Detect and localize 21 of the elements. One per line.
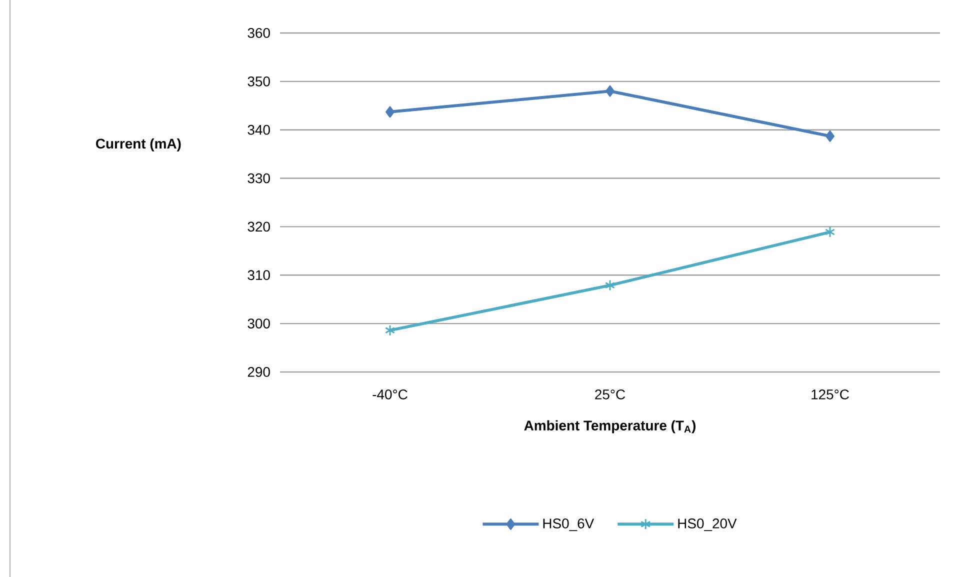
point <box>604 280 616 292</box>
x-tick-label: -40°C <box>372 389 408 400</box>
legend-label: HS0_20V <box>678 518 737 532</box>
point <box>824 226 836 238</box>
point <box>384 324 396 336</box>
y-tick-label: 360 <box>248 28 270 38</box>
point <box>826 130 835 142</box>
y-tick-label: 350 <box>248 76 270 86</box>
y-tick-label: 320 <box>248 222 270 232</box>
y-tick-label: 310 <box>248 270 270 280</box>
y-tick-label: 290 <box>248 367 270 377</box>
x-tick-label: 25°C <box>595 389 626 400</box>
y-axis-title: Current (mA) <box>96 138 181 152</box>
x-tick-label: 125°C <box>812 389 849 400</box>
y-tick-label: 340 <box>248 124 270 135</box>
y-tick-label: 300 <box>248 318 270 328</box>
point <box>386 106 395 118</box>
y-tick-label: 330 <box>248 173 270 184</box>
x-axis-title: Ambient Temperature (T$_{A}$) <box>524 420 696 434</box>
legend-label: HS0_6V <box>543 518 594 532</box>
point <box>606 85 615 97</box>
